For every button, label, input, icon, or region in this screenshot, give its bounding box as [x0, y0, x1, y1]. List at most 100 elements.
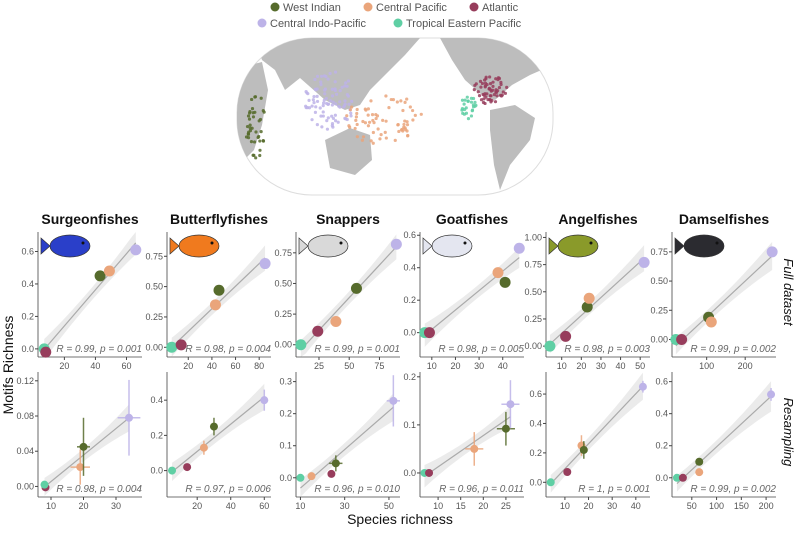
map-dot-central-indo-pacific [307, 106, 312, 110]
fish-eye [715, 241, 719, 245]
map-dot-west-indian [244, 135, 249, 139]
fish-illustration-goatfishes [431, 234, 473, 258]
point-atlantic [312, 325, 324, 337]
subplot-full: 100 200 0.00 0.25 0.50 0.75 R = 0.99, p = 0.00… [650, 232, 778, 371]
x-tick-label: 40 [616, 361, 626, 371]
stat-annotation: R = 0.98, p = 0.004 [185, 344, 271, 355]
x-tick-label: 20 [478, 501, 488, 511]
y-tick-label: 0.50 [650, 276, 668, 286]
regression-line [424, 257, 520, 336]
map-dot-central-indo-pacific [333, 80, 337, 84]
map-dot-central-indo-pacific [345, 92, 349, 97]
point-tropical-eastern-pacific [40, 480, 49, 489]
map-dot-central-pacific [355, 111, 359, 116]
world-map [236, 37, 554, 196]
map-dot-central-indo-pacific [322, 101, 326, 105]
map-dot-central-pacific [361, 135, 366, 139]
y-tick-label: 0.75 [650, 247, 668, 257]
map-dot-central-indo-pacific [338, 100, 342, 104]
map-dot-central-indo-pacific [325, 119, 329, 123]
map-dot-central-indo-pacific [338, 89, 342, 93]
legend-label-tropical-eastern-pacific: Tropical Eastern Pacific [406, 18, 522, 30]
map-dot-central-indo-pacific [333, 70, 338, 74]
x-tick-label: 10 [427, 361, 437, 371]
map-dot-central-indo-pacific [321, 104, 325, 108]
map-dot-central-pacific [348, 108, 353, 112]
regression-line [300, 406, 394, 489]
map-dot-atlantic [495, 94, 499, 98]
point-central-indo-pacific [389, 396, 398, 405]
land-south-america [490, 105, 535, 190]
confidence-band [300, 393, 394, 497]
y-tick-label: 0.08 [16, 411, 34, 421]
point-west-indian [213, 284, 225, 296]
map-dot-central-pacific [400, 127, 405, 131]
panel-snappers: Snappers 25 50 75 0.00 0.25 0.50 0.75 R = 0.99, … [274, 211, 402, 511]
map-dot-central-pacific [347, 124, 351, 128]
map-dot-central-indo-pacific [345, 117, 349, 122]
map-dot-atlantic [473, 83, 477, 88]
x-tick-label: 40 [90, 361, 100, 371]
y-tick-label: 0.6 [529, 389, 542, 399]
map-dot-central-indo-pacific [330, 94, 335, 98]
subplot-resampling: 20 40 60 0.0 0.2 0.4 R = 0.97, p = 0.006 [150, 372, 271, 511]
map-dot-central-pacific [374, 116, 378, 121]
y-tick-label: 0.50 [524, 287, 542, 297]
map-dot-atlantic [479, 98, 484, 102]
x-tick-label: 30 [474, 361, 484, 371]
regression-line [549, 257, 645, 345]
map-dot-central-pacific [363, 121, 368, 125]
map-dot-atlantic [491, 80, 495, 84]
stat-annotation: R = 0.99, p = 0.002 [690, 344, 776, 355]
map-dot-atlantic [478, 79, 483, 84]
y-tick-label: 0.3 [279, 377, 292, 387]
map-dot-central-pacific [361, 119, 365, 124]
panel-damselfishes: Damselfishes 100 200 0.00 0.25 0.50 0.75 R = 0.… [650, 211, 778, 511]
point-west-indian [499, 276, 511, 288]
land-asia [255, 38, 420, 110]
legend-label-west-indian: West Indian [283, 2, 341, 14]
map-dot-atlantic [472, 88, 476, 92]
x-tick-label: 10 [295, 501, 305, 511]
map-dot-west-indian [259, 96, 263, 100]
y-tick-label: 0.25 [274, 309, 292, 319]
map-dot-central-indo-pacific [333, 113, 337, 117]
y-tick-label: 0.4 [529, 418, 542, 428]
confidence-band [675, 241, 773, 355]
point-central-pacific [470, 444, 479, 453]
map-dot-west-indian [261, 108, 265, 113]
map-dot-central-indo-pacific [321, 114, 325, 118]
map-dot-central-pacific [376, 127, 380, 131]
y-tick-label: 0.0 [150, 466, 163, 476]
legend-label-central-indo-pacific: Central Indo-Pacific [270, 18, 366, 30]
map-dot-central-indo-pacific [310, 104, 314, 108]
map-dot-central-pacific [345, 114, 349, 118]
subplot-full: 10 20 30 40 0.0 0.2 0.4 0.6 R = 0.98, p = 0.005 [403, 230, 525, 371]
x-tick-label: 60 [121, 361, 131, 371]
map-dot-tropical-eastern-pacific [462, 102, 466, 106]
y-tick-label: 0.6 [21, 246, 34, 256]
map-dot-atlantic [482, 97, 486, 101]
panel-title: Goatfishes [436, 211, 509, 227]
point-atlantic [423, 327, 435, 339]
point-west-indian [501, 424, 510, 433]
map-dot-central-indo-pacific [334, 92, 339, 96]
fish-tail [674, 237, 685, 255]
map-dot-central-pacific [371, 130, 375, 135]
map-dot-central-indo-pacific [322, 98, 326, 102]
point-west-indian [579, 445, 588, 454]
x-tick-label: 20 [576, 361, 586, 371]
map-dot-tropical-eastern-pacific [469, 96, 474, 100]
map-dot-atlantic [479, 85, 483, 89]
point-central-indo-pacific [513, 242, 525, 254]
map-dot-central-pacific [413, 113, 417, 117]
map-dot-central-indo-pacific [340, 85, 344, 89]
map-dot-atlantic [477, 94, 482, 98]
map-dot-tropical-eastern-pacific [469, 100, 474, 104]
regression-line [171, 396, 265, 473]
map-dot-central-indo-pacific [304, 90, 308, 94]
map-dot-central-pacific [397, 129, 401, 134]
x-tick-label: 100 [709, 501, 724, 511]
point-west-indian [581, 301, 593, 313]
